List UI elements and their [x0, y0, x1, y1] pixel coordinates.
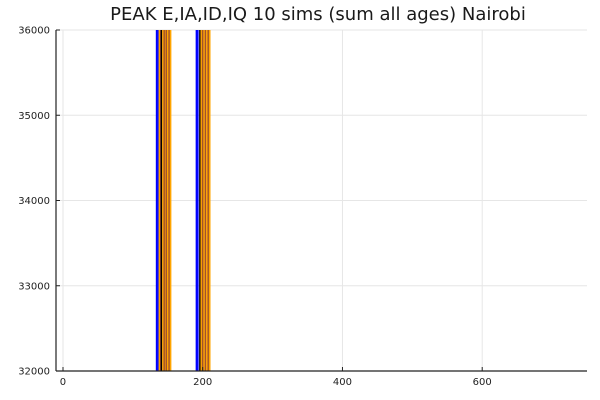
- y-tick-label: 36000: [18, 26, 50, 37]
- y-tick-label: 35000: [18, 111, 50, 122]
- x-tick-label: 200: [193, 377, 212, 388]
- chart-title: PEAK E,IA,ID,IQ 10 sims (sum all ages) N…: [110, 4, 526, 25]
- x-axis-ticks: 0 200 400 600: [60, 367, 492, 388]
- x-tick-label: 600: [473, 377, 492, 388]
- plot-lines: [155, 30, 211, 371]
- grid-lines: [56, 29, 587, 372]
- y-tick-label: 34000: [18, 196, 50, 207]
- y-tick-label: 33000: [18, 281, 50, 292]
- y-axis-ticks: 32000 33000 34000 35000 36000: [18, 26, 60, 378]
- y-tick-label: 32000: [18, 367, 50, 378]
- x-tick-label: 400: [333, 377, 352, 388]
- x-tick-label: 0: [60, 377, 66, 388]
